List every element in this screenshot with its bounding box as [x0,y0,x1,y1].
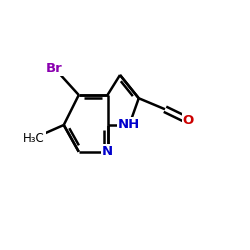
Text: H₃C: H₃C [23,132,44,145]
Text: Br: Br [46,62,63,75]
Text: NH: NH [118,118,141,132]
Text: N: N [102,145,113,158]
Text: O: O [182,114,194,127]
